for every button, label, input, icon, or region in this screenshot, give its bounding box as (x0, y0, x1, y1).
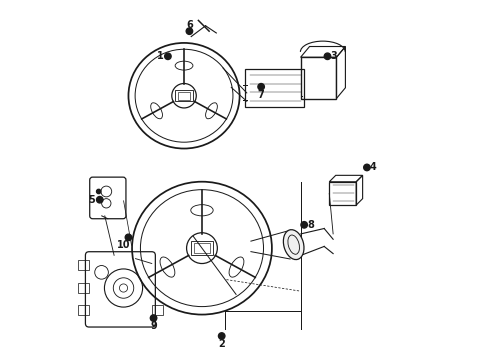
Circle shape (97, 197, 103, 203)
Text: 7: 7 (258, 90, 265, 100)
Bar (195, 243, 210, 253)
Text: 8: 8 (307, 220, 314, 230)
Circle shape (125, 234, 132, 240)
Bar (152, 305, 163, 315)
Circle shape (165, 53, 171, 59)
Bar (245, 69, 304, 107)
Text: 4: 4 (370, 162, 377, 172)
Circle shape (324, 53, 331, 59)
Bar (78, 260, 89, 270)
Text: 5: 5 (89, 195, 95, 205)
Circle shape (364, 164, 370, 171)
Ellipse shape (283, 230, 304, 260)
Circle shape (301, 222, 307, 228)
Bar (78, 305, 89, 315)
Text: 9: 9 (150, 321, 157, 331)
Text: 1: 1 (157, 51, 163, 61)
Text: 3: 3 (331, 51, 337, 61)
Bar (178, 92, 190, 100)
Bar (329, 182, 356, 205)
Text: 6: 6 (186, 20, 193, 30)
Circle shape (219, 333, 225, 339)
Circle shape (97, 189, 101, 194)
Bar (175, 90, 193, 101)
Circle shape (258, 84, 265, 90)
Bar (78, 283, 89, 293)
Text: 2: 2 (219, 339, 225, 349)
Text: 10: 10 (118, 240, 131, 250)
Circle shape (186, 28, 193, 35)
Bar (300, 57, 337, 99)
Circle shape (150, 315, 157, 321)
Bar (191, 241, 213, 255)
